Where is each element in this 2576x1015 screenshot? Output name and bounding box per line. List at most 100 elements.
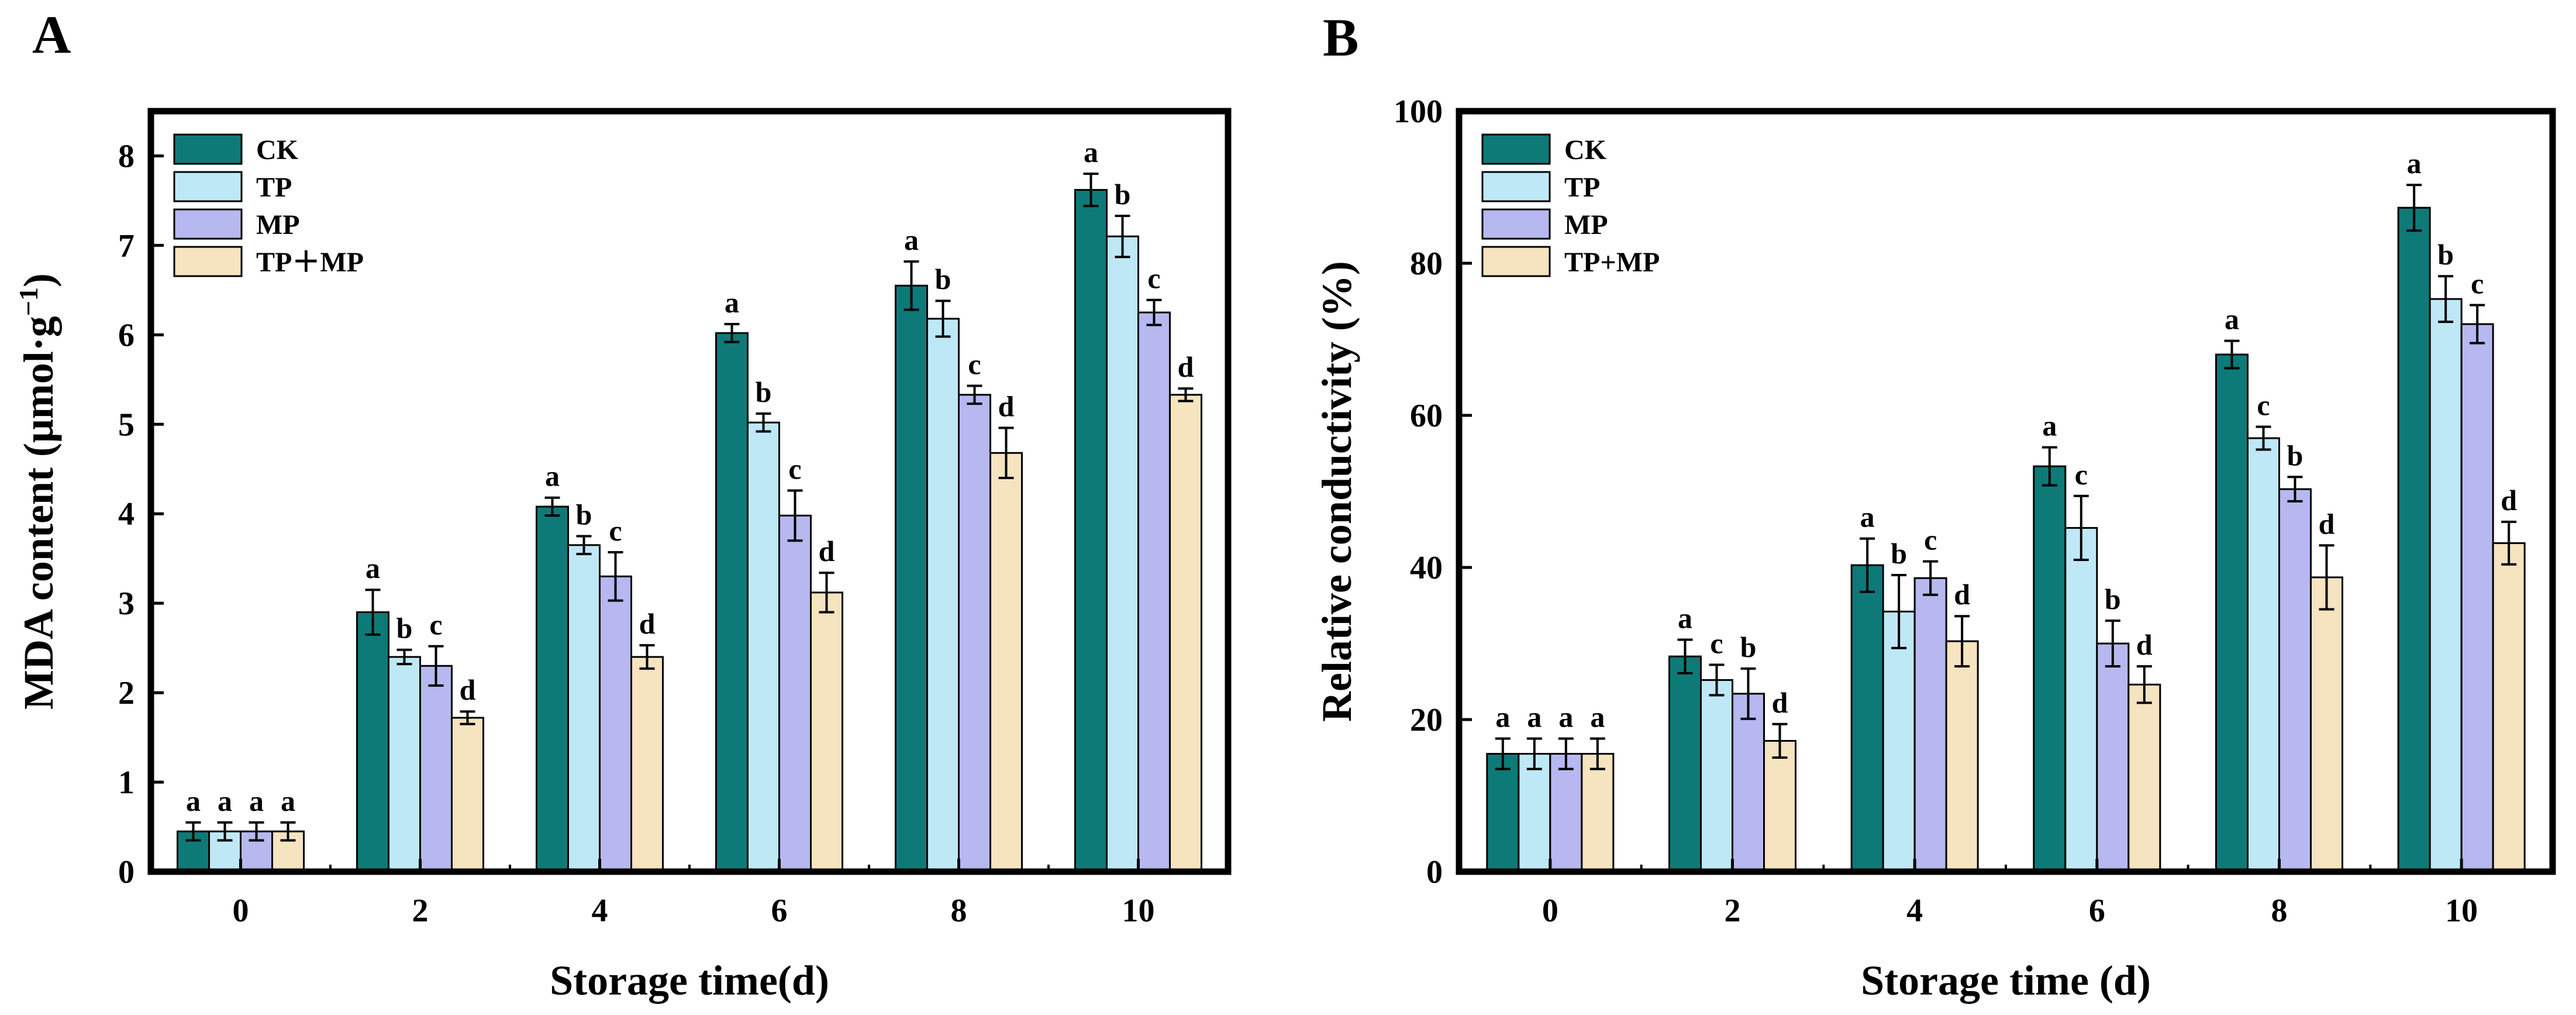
legend-label: TP	[256, 172, 292, 203]
x-tick-label: 0	[233, 893, 249, 929]
bar	[958, 394, 991, 873]
x-tick-label: 4	[1906, 893, 1923, 929]
series-tp-mp: a d d d d d	[1581, 484, 2526, 873]
y-tick-label: 3	[118, 586, 135, 622]
y-tick-label: 1	[118, 765, 135, 801]
x-axis-title: Storage time (d)	[1861, 957, 2151, 1004]
bar	[451, 717, 484, 873]
legend-swatch	[1481, 171, 1551, 202]
x-tick-label: 4	[592, 893, 608, 929]
bar	[567, 544, 601, 873]
legend-label: MP	[1564, 209, 1608, 240]
bar	[2247, 437, 2280, 873]
legend-swatch	[173, 208, 243, 240]
significance-letter: d	[460, 673, 476, 706]
bar	[1581, 753, 1615, 873]
y-tick-label: 5	[118, 407, 135, 443]
significance-letter: c	[1924, 524, 1937, 556]
significance-letter: c	[968, 348, 981, 381]
significance-letter: c	[2471, 267, 2484, 300]
significance-letter: d	[1772, 686, 1788, 719]
significance-letter: b	[576, 498, 592, 531]
bar	[1732, 693, 1765, 873]
x-tick-label: 0	[1542, 893, 1558, 929]
bar	[715, 332, 749, 873]
x-tick-label: 6	[771, 893, 788, 929]
significance-letter: a	[1860, 501, 1875, 534]
y-tick-label: 6	[118, 317, 135, 353]
significance-letter: a	[725, 286, 739, 319]
legend-swatch	[1481, 133, 1551, 165]
y-tick-label: 2	[118, 675, 135, 711]
legend-swatch	[1481, 246, 1551, 277]
bar	[1549, 753, 1583, 873]
significance-letter: d	[819, 535, 835, 567]
significance-letter: b	[2437, 238, 2454, 271]
panel-label: B	[1323, 8, 1358, 67]
significance-letter: c	[788, 452, 801, 485]
bar	[810, 591, 843, 873]
bar	[895, 284, 928, 873]
significance-letter: a	[904, 223, 919, 256]
significance-letter: a	[2042, 410, 2057, 442]
series-tp-mp: a d d d d d	[271, 350, 1202, 873]
significance-letter: b	[935, 263, 951, 295]
x-tick-label: 10	[2445, 893, 2478, 929]
bar	[2492, 542, 2526, 873]
significance-letter: b	[1891, 537, 1907, 570]
bar	[1763, 739, 1796, 873]
legend-swatch	[173, 171, 243, 202]
significance-letter: c	[2075, 458, 2088, 491]
bar	[2397, 207, 2431, 873]
bar	[2033, 465, 2067, 873]
significance-letter: d	[1178, 350, 1194, 383]
bar	[1882, 610, 1916, 873]
significance-letter: c	[429, 608, 442, 641]
bar	[419, 665, 453, 873]
bar	[2278, 488, 2312, 873]
bar	[1850, 564, 1884, 873]
significance-letter: a	[249, 785, 264, 817]
bar	[747, 421, 780, 873]
bar	[1913, 577, 1947, 873]
panel-label: A	[32, 5, 71, 64]
x-tick-label: 10	[1122, 893, 1155, 929]
significance-letter: d	[998, 390, 1015, 422]
legend-swatch	[173, 133, 243, 165]
significance-letter: c	[2257, 389, 2270, 422]
significance-letter: c	[1147, 262, 1160, 295]
bar	[1518, 753, 1551, 873]
significance-letter: a	[1590, 701, 1605, 734]
legend-label: TP+MP	[1564, 247, 1660, 278]
x-axis-title: Storage time(d)	[550, 957, 829, 1004]
significance-letter: b	[1115, 178, 1131, 211]
bar	[2215, 353, 2249, 873]
bar	[2310, 576, 2343, 873]
significance-letter: d	[2136, 628, 2153, 661]
y-tick-label: 80	[1410, 246, 1443, 282]
bar	[1169, 394, 1202, 873]
legend-label: TP	[1564, 172, 1600, 203]
x-tick-label: 8	[2271, 893, 2288, 929]
bar	[1074, 189, 1108, 873]
legend-label: MP	[256, 209, 300, 240]
y-axis-title: MDA content (μmol·g−1)	[13, 273, 62, 710]
bar	[599, 575, 632, 873]
plot-frame	[1456, 108, 2556, 875]
y-tick-label: 7	[118, 228, 135, 264]
legend-swatch	[1481, 208, 1551, 240]
significance-letter: d	[2501, 484, 2517, 517]
legend-label: CK	[1564, 135, 1606, 166]
significance-letter: d	[1954, 578, 1970, 611]
y-tick-label: 0	[118, 854, 135, 890]
x-tick-label: 6	[2089, 893, 2105, 929]
significance-letter: b	[2287, 439, 2303, 472]
significance-letter: a	[365, 552, 380, 584]
significance-letter: a	[218, 785, 232, 817]
y-tick-label: 100	[1394, 94, 1443, 130]
